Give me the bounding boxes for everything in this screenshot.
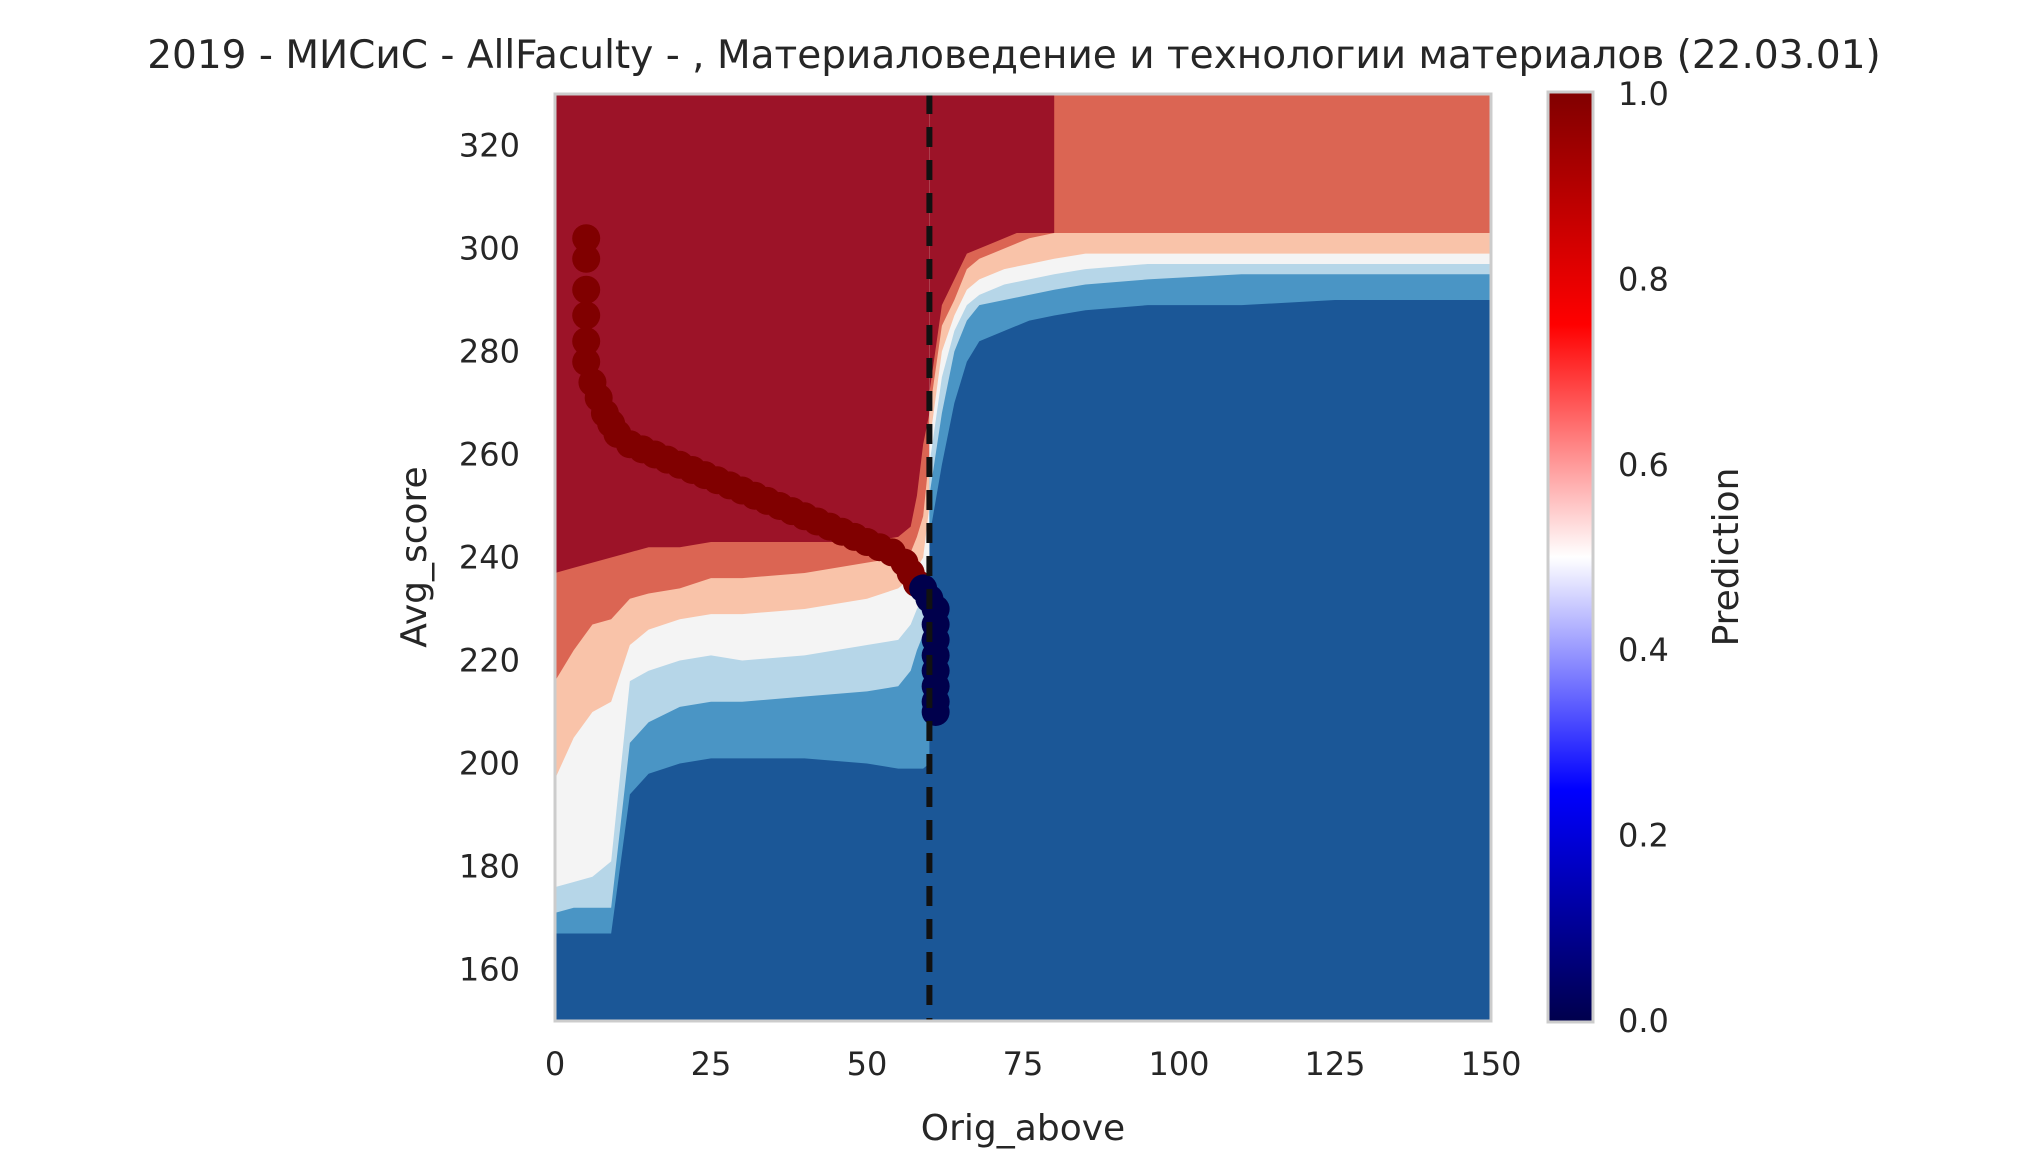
x-tick-label: 150 [1460, 1045, 1521, 1083]
region-right-0.6-0.8 [929, 94, 1491, 414]
y-tick-label: 180 [459, 848, 520, 886]
y-tick-label: 240 [459, 539, 520, 577]
data-point-45 [921, 698, 950, 726]
x-tick-label: 75 [1003, 1045, 1044, 1083]
x-axis-label: Orig_above [921, 1108, 1125, 1149]
data-point-4 [572, 327, 601, 356]
colorbar-label: Prediction [1706, 468, 1747, 647]
colorbar [1546, 90, 1595, 1024]
colorbar-tick-label: 0.2 [1618, 817, 1669, 855]
colorbar-tick-label: 0.6 [1618, 446, 1669, 484]
data-point-2 [572, 275, 601, 304]
y-tick-label: 260 [459, 436, 520, 474]
y-tick-label: 200 [459, 745, 520, 783]
y-tick-label: 320 [459, 127, 520, 165]
colorbar-ticks: 0.0 0.2 0.4 0.6 0.8 1.0 [1618, 75, 1669, 1040]
data-point-3 [572, 301, 601, 330]
y-tick-label: 280 [459, 333, 520, 371]
chart-title: 2019 - МИСиС - AllFaculty - , Материалов… [147, 33, 1881, 78]
colorbar-tick-label: 0.8 [1618, 260, 1669, 298]
colorbar-tick-label: 0.0 [1618, 1002, 1669, 1040]
data-point-1 [572, 244, 601, 273]
y-axis-label: Avg_score [394, 466, 435, 647]
x-tick-label: 50 [847, 1045, 888, 1083]
colorbar-tick-label: 1.0 [1618, 75, 1669, 113]
data-points [572, 224, 950, 726]
x-tick-label: 125 [1304, 1045, 1365, 1083]
plot-area [555, 94, 1491, 1021]
x-tick-label: 100 [1148, 1045, 1209, 1083]
colorbar-tick-label: 0.4 [1618, 631, 1669, 669]
y-tick-label: 300 [459, 230, 520, 268]
x-axis-ticks: 0 25 50 75 100 125 150 [545, 1045, 1522, 1083]
region-right-0.8-1.0 [929, 94, 1055, 393]
y-tick-label: 220 [459, 642, 520, 680]
plot-frame [553, 92, 1493, 1023]
x-tick-label: 25 [691, 1045, 732, 1083]
y-tick-label: 160 [459, 951, 520, 989]
data-point-0 [572, 224, 601, 253]
x-tick-label: 0 [545, 1045, 565, 1083]
y-axis-ticks: 160 180 200 220 240 260 280 300 320 [459, 127, 520, 989]
